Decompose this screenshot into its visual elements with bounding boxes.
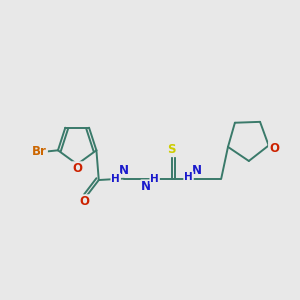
Text: S: S bbox=[167, 143, 176, 156]
Text: H: H bbox=[184, 172, 193, 182]
Text: N: N bbox=[192, 164, 202, 177]
Text: O: O bbox=[72, 162, 82, 175]
Text: N: N bbox=[141, 180, 151, 194]
Text: Br: Br bbox=[32, 145, 47, 158]
Text: H: H bbox=[150, 173, 159, 184]
Text: O: O bbox=[80, 195, 90, 208]
Text: N: N bbox=[119, 164, 129, 177]
Text: H: H bbox=[111, 173, 120, 184]
Text: O: O bbox=[269, 142, 279, 155]
